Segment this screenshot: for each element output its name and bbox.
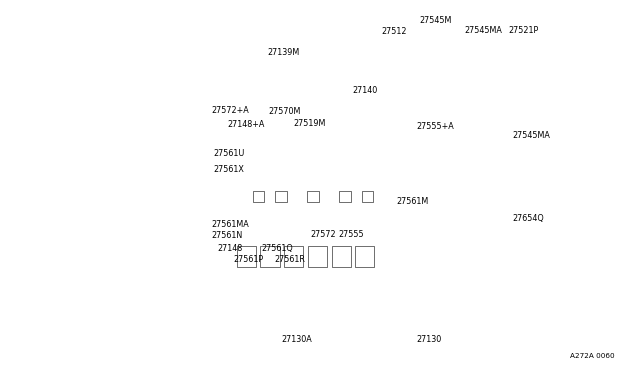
Text: 27561R: 27561R (274, 255, 305, 264)
Text: A: A (206, 16, 213, 26)
Text: 27561M: 27561M (397, 198, 429, 206)
Text: B: B (12, 194, 19, 204)
Text: 27561Q: 27561Q (261, 244, 293, 253)
Polygon shape (230, 149, 397, 275)
Bar (543, 53, 561, 75)
Polygon shape (506, 32, 538, 149)
Bar (97, 92, 106, 103)
Text: 27545M: 27545M (420, 16, 452, 25)
Text: 27561MA: 27561MA (211, 220, 249, 229)
Circle shape (0, 42, 312, 372)
Bar (332, 246, 351, 267)
Circle shape (0, 0, 533, 372)
Polygon shape (406, 71, 422, 126)
Bar (204, 11, 637, 365)
Bar (241, 164, 339, 190)
Text: 27512: 27512 (381, 28, 407, 36)
Text: (2): (2) (80, 298, 90, 304)
Text: B: B (33, 103, 40, 113)
Text: 27148: 27148 (218, 244, 243, 253)
Text: 27130: 27130 (416, 335, 441, 344)
Bar (342, 164, 390, 190)
Text: 08510-51242: 08510-51242 (64, 289, 113, 295)
Bar (213, 229, 232, 238)
Polygon shape (16, 48, 182, 141)
Bar (308, 246, 327, 267)
Bar (119, 92, 127, 103)
Bar (352, 89, 384, 108)
Polygon shape (60, 212, 83, 219)
Bar (275, 191, 287, 202)
Text: 27561P: 27561P (234, 255, 264, 264)
Circle shape (45, 0, 640, 372)
Bar (543, 104, 561, 141)
Text: A: A (200, 23, 207, 33)
Bar (234, 246, 395, 268)
Text: 27561X: 27561X (214, 165, 244, 174)
Text: 27570M: 27570M (269, 107, 301, 116)
Bar (474, 156, 630, 249)
Polygon shape (397, 126, 422, 264)
Text: 27519M: 27519M (293, 119, 326, 128)
Text: 27139M: 27139M (268, 48, 300, 57)
Bar (253, 191, 264, 202)
Polygon shape (541, 33, 563, 175)
Bar (130, 92, 138, 103)
Bar (355, 246, 374, 267)
Text: 27654Q: 27654Q (512, 214, 544, 223)
Circle shape (45, 0, 640, 372)
Polygon shape (506, 24, 541, 43)
Bar (108, 92, 116, 103)
Circle shape (127, 151, 527, 372)
Circle shape (0, 0, 512, 372)
Polygon shape (54, 219, 96, 247)
Text: A: A (109, 25, 115, 35)
Bar (237, 246, 256, 267)
Bar (213, 238, 232, 247)
Bar (237, 190, 396, 203)
Bar (339, 191, 351, 202)
Text: 27561U: 27561U (214, 149, 245, 158)
Polygon shape (570, 216, 589, 234)
Text: 27572+A: 27572+A (211, 106, 249, 115)
Bar (260, 246, 280, 267)
Bar (362, 191, 373, 202)
Text: 27513M: 27513M (48, 259, 80, 267)
Circle shape (45, 0, 640, 372)
Polygon shape (403, 35, 467, 71)
Bar (307, 191, 319, 202)
Polygon shape (416, 126, 474, 171)
Bar (543, 78, 561, 100)
Circle shape (0, 0, 571, 372)
Text: 27545MA: 27545MA (512, 131, 550, 140)
Bar (508, 89, 534, 112)
Bar (508, 63, 534, 86)
Text: 27555: 27555 (338, 230, 364, 239)
Circle shape (29, 0, 429, 319)
Bar (86, 92, 95, 103)
Text: 27561N: 27561N (211, 231, 243, 240)
Text: A272A 0060: A272A 0060 (570, 353, 614, 359)
Text: 27572: 27572 (310, 230, 336, 239)
Circle shape (45, 0, 640, 372)
Bar (508, 45, 534, 60)
Bar (284, 246, 303, 267)
Polygon shape (211, 231, 234, 283)
Text: 27130A: 27130A (282, 335, 312, 344)
